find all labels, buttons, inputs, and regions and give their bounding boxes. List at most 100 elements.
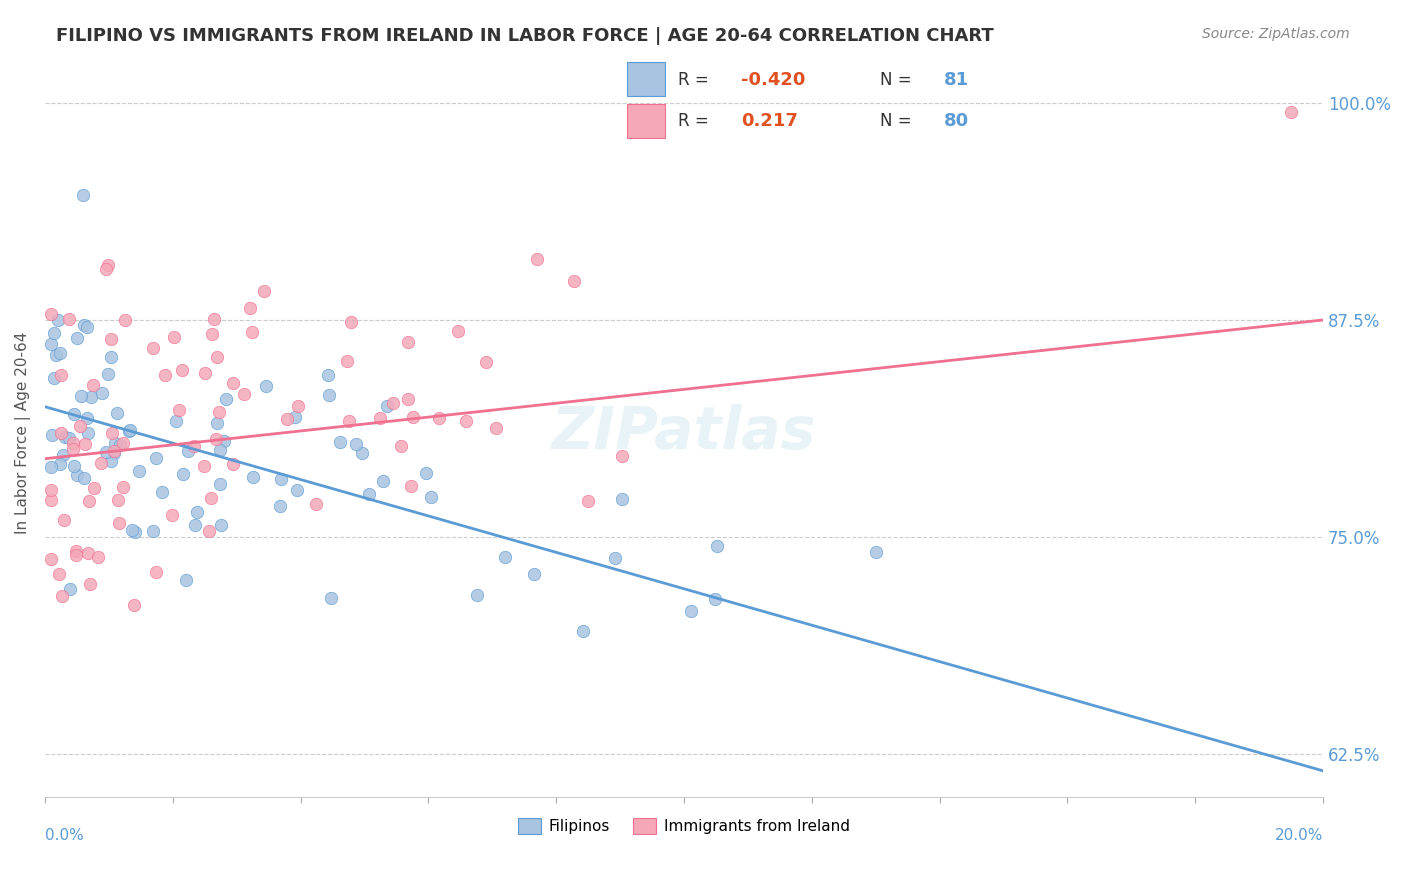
Point — [240, 326, 263, 340]
Point — [427, 410, 450, 425]
Point — [39, 459, 62, 474]
Bar — [627, 62, 665, 96]
Point — [51, 590, 73, 604]
Point — [91, 386, 114, 401]
Point — [465, 588, 488, 602]
Point — [122, 598, 145, 612]
Point — [69, 418, 91, 433]
Point — [42, 370, 65, 384]
Point — [329, 434, 352, 449]
Point — [83, 481, 105, 495]
Point — [526, 252, 548, 267]
Point — [86, 549, 108, 564]
Point — [45, 348, 67, 362]
Point — [65, 544, 87, 558]
Point — [73, 318, 96, 333]
Point — [205, 432, 228, 446]
Point — [172, 467, 194, 482]
Point — [205, 416, 228, 430]
Point — [48, 346, 70, 360]
Point — [186, 505, 208, 519]
Point — [212, 434, 235, 448]
Point — [76, 411, 98, 425]
Point — [72, 188, 94, 202]
Point — [209, 518, 232, 533]
Point — [865, 545, 887, 559]
Point — [124, 524, 146, 539]
Point — [184, 518, 207, 533]
Point — [155, 368, 177, 382]
Point — [46, 313, 69, 327]
Point — [564, 274, 586, 288]
Point — [382, 396, 405, 410]
Point — [285, 483, 308, 498]
Point — [357, 487, 380, 501]
Point — [399, 479, 422, 493]
Point — [63, 459, 86, 474]
Text: 80: 80 — [943, 112, 969, 130]
Point — [90, 456, 112, 470]
Text: FILIPINO VS IMMIGRANTS FROM IRELAND IN LABOR FORCE | AGE 20-64 CORRELATION CHART: FILIPINO VS IMMIGRANTS FROM IRELAND IN L… — [56, 27, 994, 45]
Point — [176, 444, 198, 458]
Point — [79, 391, 101, 405]
Point — [145, 566, 167, 580]
Point — [198, 524, 221, 538]
Point — [681, 604, 703, 618]
Point — [66, 468, 89, 483]
Point — [447, 324, 470, 338]
Point — [316, 368, 339, 382]
Point — [475, 354, 498, 368]
Point — [48, 457, 70, 471]
Point — [59, 582, 82, 596]
Point — [201, 327, 224, 342]
Point — [419, 490, 441, 504]
Point — [39, 552, 62, 566]
Point — [100, 426, 122, 441]
Point — [523, 567, 546, 582]
Point — [402, 409, 425, 424]
Point — [53, 429, 76, 443]
Point — [145, 450, 167, 465]
Point — [318, 388, 340, 402]
Point — [76, 320, 98, 334]
Point — [276, 411, 298, 425]
Point — [232, 387, 254, 401]
Text: ZIPatlas: ZIPatlas — [551, 404, 817, 461]
Point — [75, 437, 97, 451]
Point — [39, 492, 62, 507]
Point — [287, 400, 309, 414]
Point — [111, 436, 134, 450]
Point — [239, 301, 262, 315]
Point — [269, 500, 291, 514]
Point — [253, 284, 276, 298]
Point — [350, 445, 373, 459]
Point — [100, 350, 122, 364]
Point — [377, 399, 399, 413]
Point — [208, 405, 231, 419]
Point — [79, 577, 101, 591]
Point — [110, 438, 132, 452]
Point — [193, 459, 215, 474]
Text: -0.420: -0.420 — [741, 71, 806, 89]
Point — [174, 573, 197, 587]
Point — [415, 466, 437, 480]
Point — [706, 539, 728, 553]
Point — [58, 430, 80, 444]
Point — [167, 402, 190, 417]
Text: N =: N = — [880, 112, 917, 130]
Point — [1279, 104, 1302, 119]
Point — [319, 591, 342, 606]
Point — [142, 524, 165, 538]
Point — [222, 458, 245, 472]
Point — [94, 444, 117, 458]
Point — [77, 546, 100, 560]
Point — [97, 259, 120, 273]
Point — [571, 624, 593, 638]
Point — [103, 443, 125, 458]
Point — [454, 414, 477, 428]
Point — [165, 414, 187, 428]
Point — [337, 414, 360, 428]
Point — [39, 483, 62, 498]
Point — [118, 423, 141, 437]
Point — [111, 480, 134, 494]
